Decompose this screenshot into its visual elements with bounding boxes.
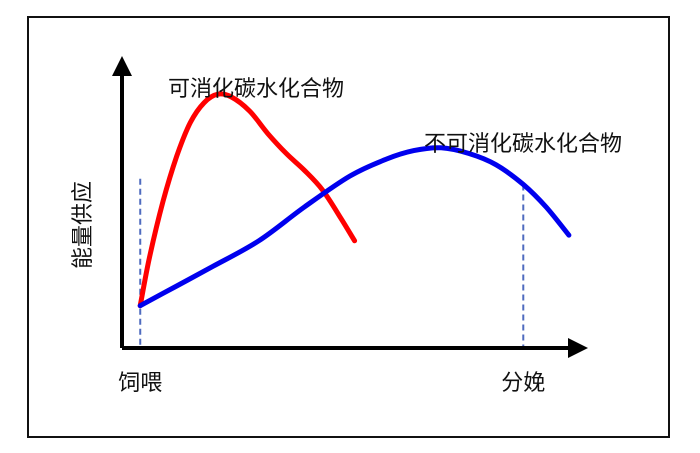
reference-lines <box>139 178 525 348</box>
y-axis-label: 能量供应 <box>71 181 96 269</box>
series-label-1: 不可消化碳水化合物 <box>424 132 622 157</box>
series-line-1 <box>137 145 572 309</box>
x-tick-label-0: 饲喂 <box>118 371 162 396</box>
series-label-0: 可消化碳水化合物 <box>168 77 344 102</box>
x-tick-labels: 饲喂 分娩 <box>118 371 545 396</box>
x-tick-label-1: 分娩 <box>501 371 545 396</box>
series-line-0 <box>137 91 358 309</box>
series-layer <box>137 91 572 309</box>
